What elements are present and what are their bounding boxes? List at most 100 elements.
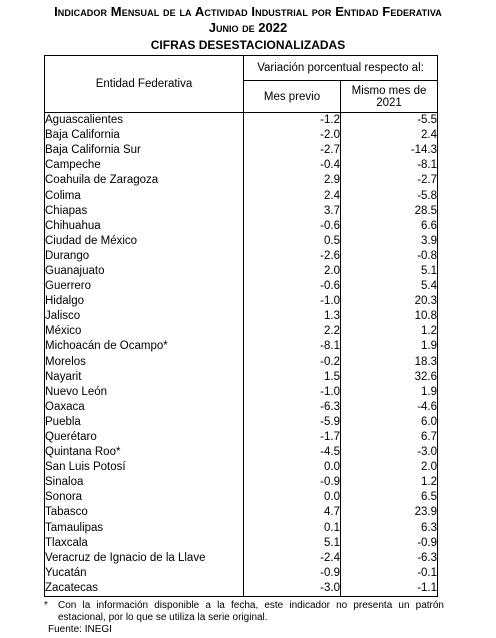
table-row: Baja California -2.0 2.4 [44,128,439,144]
value-cell: 28.5 [339,203,439,219]
state-name: Nayarit [44,369,244,385]
value-cell: 0.0 [243,460,341,476]
value-cell: 20.3 [339,294,439,310]
note-mark: * [44,600,48,611]
value-cell: -0.9 [243,565,341,581]
value-cell: -1.0 [243,384,341,400]
value-cell: -14.3 [339,143,439,159]
table-row: México 2.2 1.2 [44,324,439,340]
value-cell: -2.0 [243,128,341,144]
state-name: Hidalgo [44,294,244,310]
value-cell: 2.4 [339,128,439,144]
value-cell: 1.5 [243,369,341,385]
value-cell: -1.2 [243,112,341,129]
value-cell: 6.0 [339,414,439,430]
state-name: Aguascalientes [44,112,244,129]
value-cell: -0.1 [339,565,439,581]
table-row: Durango -2.6 -0.8 [44,248,439,264]
value-cell: -1.1 [339,580,439,597]
value-cell: -0.8 [339,248,439,264]
value-cell: 3.9 [339,233,439,249]
value-cell: 18.3 [339,354,439,370]
title: Indicador Mensual de la Actividad Indust… [54,4,442,19]
table-row: Tabasco 4.7 23.9 [44,505,439,521]
table-row: Oaxaca -6.3 -4.6 [44,399,439,415]
value-cell: 2.4 [243,188,341,204]
state-name: Veracruz de Ignacio de la Llave [44,550,244,566]
value-cell: 0.0 [243,490,341,506]
table-row: Zacatecas -3.0 -1.1 [44,580,439,597]
value-cell: -3.0 [243,580,341,597]
value-cell: -6.3 [243,399,341,415]
state-name: Tamaulipas [44,520,244,536]
table-row: Guanajuato 2.0 5.1 [44,263,439,280]
table-row: Tamaulipas 0.1 6.3 [44,520,439,536]
state-name: Michoacán de Ocampo* [44,339,244,355]
table-row: Sinaloa -0.9 1.2 [44,475,439,491]
state-name: Chiapas [44,203,244,219]
value-cell: -2.6 [243,248,341,264]
table-body: Aguascalientes -1.2 -5.5 Baja California -2.… [44,112,439,597]
table-row: Yucatán -0.9 -0.1 [44,565,439,581]
table-row: Colima 2.4 -5.8 [44,188,439,204]
value-cell: 6.3 [339,520,439,536]
state-name: Baja California [44,128,244,144]
state-name: Baja California Sur [44,143,244,159]
value-cell: -0.2 [243,354,341,370]
table-row: Morelos -0.2 18.3 [44,354,439,370]
table-row: Chihuahua -0.6 6.6 [44,218,439,234]
value-cell: -8.1 [243,339,341,355]
value-cell: 2.9 [243,173,341,189]
state-name: Colima [44,188,244,204]
value-cell: -2.7 [243,143,341,159]
table-row: Aguascalientes -1.2 -5.5 [44,112,439,129]
value-cell: -4.5 [243,445,341,461]
state-name: Oaxaca [44,399,244,415]
state-name: Durango [44,248,244,264]
period: Junio de 2022 [208,20,288,35]
value-cell: 1.3 [243,309,341,325]
value-cell: 6.5 [339,490,439,506]
table-row: Nayarit 1.5 32.6 [44,369,439,385]
footnote: * Con la información disponible a la fech… [44,600,444,624]
table-row: San Luis Potosí 0.0 2.0 [44,460,439,476]
table-row: Hidalgo -1.0 20.3 [44,294,439,310]
column-header: Entidad Federativa [44,55,244,113]
state-name: Guerrero [44,279,244,295]
state-name: San Luis Potosí [44,460,244,476]
table-row: Tlaxcala 5.1 -0.9 [44,535,439,551]
state-name: Puebla [44,414,244,430]
table-row: Nuevo León -1.0 1.9 [44,384,439,400]
value-cell: -4.6 [339,399,439,415]
table-row: Chiapas 3.7 28.5 [44,203,439,219]
state-name: Morelos [44,354,244,370]
value-cell: 0.5 [243,233,341,249]
state-name: Tabasco [44,505,244,521]
value-cell: 32.6 [339,369,439,385]
value-cell: -1.7 [243,429,341,446]
column-header: Mes previo [243,80,341,113]
table-row: Michoacán de Ocampo* -8.1 1.9 [44,339,439,355]
value-cell: 5.1 [243,535,341,551]
state-name: Quintana Roo* [44,445,244,461]
state-name: Guanajuato [44,263,244,280]
table-row: Jalisco 1.3 10.8 [44,309,439,325]
value-cell: -0.4 [243,158,341,174]
value-cell: -3.0 [339,445,439,461]
value-cell: 0.1 [243,520,341,536]
state-name: Yucatán [44,565,244,581]
value-cell: -2.4 [243,550,341,566]
table-row: Quintana Roo* -4.5 -3.0 [44,445,439,461]
value-cell: 2.2 [243,324,341,340]
state-name: Chihuahua [44,218,244,234]
state-name: Sonora [44,490,244,506]
state-name: Coahuila de Zaragoza [44,173,244,189]
value-cell: 4.7 [243,505,341,521]
table-row: Querétaro -1.7 6.7 [44,429,439,446]
state-name: Tlaxcala [44,535,244,551]
value-cell: 10.8 [339,309,439,325]
value-cell: 6.7 [339,429,439,446]
value-cell: 1.9 [339,384,439,400]
subtitle: CIFRAS DESESTACIONALIZADAS [150,38,346,52]
